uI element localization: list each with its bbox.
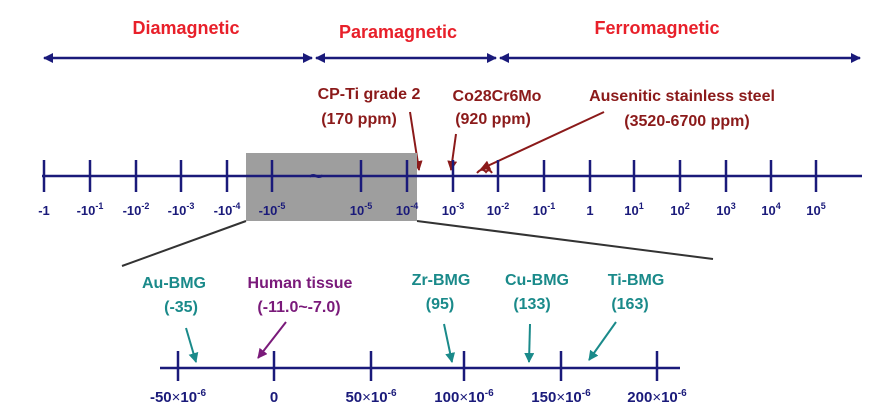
material-name-cp-ti: CP-Ti grade 2 bbox=[318, 86, 421, 103]
top-axis-tick-label: 105 bbox=[806, 201, 825, 218]
top-axis-tick-labels: -1 -10-1 -10-2 -10-3 -10-4 -10-5 10-5 10-4 10-3 1… bbox=[38, 201, 826, 218]
alloy-name-human-tissue: Human tissue bbox=[248, 275, 353, 292]
alloy-value-au-bmg: (-35) bbox=[164, 299, 198, 316]
bottom-axis-tick-label: -50×10-6 bbox=[150, 388, 206, 406]
zoom-region-shade bbox=[246, 153, 417, 221]
stainless-steel-arrow bbox=[480, 111, 605, 170]
bottom-axis-tick-label: 50×10-6 bbox=[345, 388, 396, 406]
top-axis-ticks bbox=[42, 160, 818, 192]
cu-bmg-arrow bbox=[524, 323, 535, 363]
alloy-value-ti-bmg: (163) bbox=[611, 296, 648, 313]
top-axis-tick-label: 102 bbox=[670, 201, 689, 218]
region-label-paramagnetic: Paramagnetic bbox=[339, 22, 457, 42]
axis-break-symbol: ~ bbox=[309, 163, 323, 190]
top-axis-tick-label: 101 bbox=[624, 201, 643, 218]
bottom-axis-ticks bbox=[176, 351, 659, 381]
cp-ti-arrow bbox=[409, 111, 423, 171]
zr-bmg-arrow bbox=[443, 323, 456, 363]
zoom-connector-left bbox=[121, 220, 247, 267]
top-axis-tick-label: -10-3 bbox=[168, 201, 195, 218]
top-axis-tick-label: 10-3 bbox=[442, 201, 464, 218]
top-axis-tick-label: -10-1 bbox=[77, 201, 104, 218]
stainless-steel-range-mark bbox=[476, 168, 493, 174]
material-value-cp-ti: (170 ppm) bbox=[321, 111, 397, 128]
bottom-axis-tick-labels: -50×10-6 0 50×10-6 100×10-6 150×10-6 200×10-6 bbox=[150, 388, 687, 406]
bottom-axis-tick-label: 150×10-6 bbox=[531, 388, 591, 406]
top-axis-tick-label: -10-5 bbox=[259, 201, 286, 218]
ti-bmg-arrow bbox=[588, 321, 617, 361]
top-axis-tick-label: 10-4 bbox=[396, 201, 418, 218]
region-label-diamagnetic: Diamagnetic bbox=[132, 18, 239, 38]
zoom-connector-right bbox=[416, 220, 714, 260]
bottom-axis-tick-label: 200×10-6 bbox=[627, 388, 687, 406]
alloy-name-au-bmg: Au-BMG bbox=[142, 275, 206, 292]
bottom-axis-tick-label: 0 bbox=[270, 389, 278, 406]
top-axis-tick-label: 10-1 bbox=[533, 201, 555, 218]
alloy-name-zr-bmg: Zr-BMG bbox=[412, 272, 471, 289]
top-axis-tick-label: 10-2 bbox=[487, 201, 509, 218]
alloy-name-cu-bmg: Cu-BMG bbox=[505, 272, 569, 289]
top-axis-tick-label: 104 bbox=[761, 201, 780, 218]
top-axis-tick-label: 10-5 bbox=[350, 201, 372, 218]
top-axis-tick-label: -1 bbox=[38, 203, 50, 218]
top-axis-tick-label: -10-2 bbox=[123, 201, 150, 218]
alloy-value-human-tissue: (-11.0~-7.0) bbox=[257, 299, 340, 316]
material-value-co28cr6mo: (920 ppm) bbox=[455, 111, 531, 128]
material-name-stainless-steel: Ausenitic stainless steel bbox=[589, 88, 775, 105]
material-name-co28cr6mo: Co28Cr6Mo bbox=[453, 88, 542, 105]
region-label-ferromagnetic: Ferromagnetic bbox=[594, 18, 719, 38]
material-value-stainless-steel: (3520-6700 ppm) bbox=[624, 113, 749, 130]
bottom-axis-tick-label: 100×10-6 bbox=[434, 388, 494, 406]
alloy-name-ti-bmg: Ti-BMG bbox=[608, 272, 665, 289]
au-bmg-arrow bbox=[185, 327, 199, 363]
alloy-value-cu-bmg: (133) bbox=[513, 296, 550, 313]
top-axis-tick-label: 103 bbox=[716, 201, 735, 218]
top-axis-tick-label: 1 bbox=[586, 203, 593, 218]
alloy-value-zr-bmg: (95) bbox=[426, 296, 454, 313]
top-axis-tick-label: -10-4 bbox=[214, 201, 241, 218]
human-tissue-arrow bbox=[257, 321, 287, 359]
